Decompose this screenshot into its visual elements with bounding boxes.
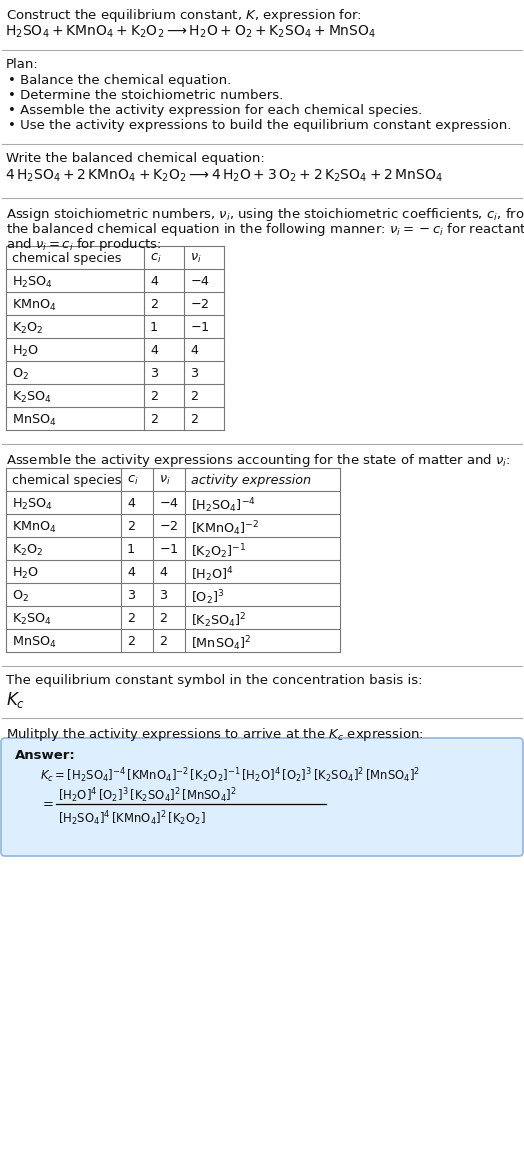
Text: 2: 2 — [190, 390, 198, 403]
Text: $-1$: $-1$ — [159, 543, 179, 555]
Text: 2: 2 — [150, 413, 158, 426]
Text: $\nu_i$: $\nu_i$ — [159, 474, 171, 487]
Text: $\mathrm{KMnO_4}$: $\mathrm{KMnO_4}$ — [12, 298, 57, 313]
Text: Answer:: Answer: — [15, 749, 76, 762]
Text: 4: 4 — [190, 344, 198, 357]
Text: $[\mathrm{O_2}]^{3}$: $[\mathrm{O_2}]^{3}$ — [191, 588, 224, 608]
Text: 2: 2 — [127, 635, 135, 648]
Text: $\mathrm{K_2O_2}$: $\mathrm{K_2O_2}$ — [12, 321, 43, 336]
Text: 4: 4 — [150, 274, 158, 288]
Text: 3: 3 — [159, 588, 167, 602]
Text: The equilibrium constant symbol in the concentration basis is:: The equilibrium constant symbol in the c… — [6, 675, 422, 687]
Text: $\nu_i$: $\nu_i$ — [190, 252, 202, 265]
Text: $[\mathrm{H_2O}]^{4}$: $[\mathrm{H_2O}]^{4}$ — [191, 566, 234, 585]
Text: 4: 4 — [127, 566, 135, 579]
Text: $\mathrm{MnSO_4}$: $\mathrm{MnSO_4}$ — [12, 635, 57, 650]
Text: • Determine the stoichiometric numbers.: • Determine the stoichiometric numbers. — [8, 89, 283, 102]
Text: • Use the activity expressions to build the equilibrium constant expression.: • Use the activity expressions to build … — [8, 119, 511, 132]
Text: $\mathrm{H_2SO_4}$: $\mathrm{H_2SO_4}$ — [12, 274, 53, 289]
Text: $4\,\mathrm{H_2SO_4} + 2\,\mathrm{KMnO_4} + \mathrm{K_2O_2} \longrightarrow 4\,\: $4\,\mathrm{H_2SO_4} + 2\,\mathrm{KMnO_4… — [5, 168, 443, 184]
Text: 2: 2 — [150, 390, 158, 403]
Text: the balanced chemical equation in the following manner: $\nu_i = -c_i$ for react: the balanced chemical equation in the fo… — [6, 221, 524, 238]
Text: $-4$: $-4$ — [159, 497, 179, 510]
Text: $\mathrm{MnSO_4}$: $\mathrm{MnSO_4}$ — [12, 413, 57, 428]
FancyBboxPatch shape — [1, 738, 523, 857]
Text: 2: 2 — [159, 612, 167, 624]
Text: 2: 2 — [127, 612, 135, 624]
Text: Assign stoichiometric numbers, $\nu_i$, using the stoichiometric coefficients, $: Assign stoichiometric numbers, $\nu_i$, … — [6, 207, 524, 223]
Text: $-1$: $-1$ — [190, 321, 210, 334]
Text: $\mathrm{H_2SO_4 + KMnO_4 + K_2O_2 \longrightarrow H_2O + O_2 + K_2SO_4 + MnSO_4: $\mathrm{H_2SO_4 + KMnO_4 + K_2O_2 \long… — [5, 25, 376, 41]
Text: $\mathrm{O_2}$: $\mathrm{O_2}$ — [12, 366, 29, 382]
Text: 3: 3 — [150, 366, 158, 379]
Text: Plan:: Plan: — [6, 58, 39, 71]
Text: chemical species: chemical species — [12, 252, 122, 265]
Text: activity expression: activity expression — [191, 474, 311, 487]
Text: $\mathrm{H_2O}$: $\mathrm{H_2O}$ — [12, 566, 39, 581]
Text: chemical species: chemical species — [12, 474, 122, 487]
Text: $=$: $=$ — [40, 796, 54, 809]
Text: $K_c$: $K_c$ — [6, 690, 25, 710]
Text: Construct the equilibrium constant, $K$, expression for:: Construct the equilibrium constant, $K$,… — [6, 7, 362, 25]
Text: $[\mathrm{H_2O}]^{4}\,[\mathrm{O_2}]^{3}\,[\mathrm{K_2SO_4}]^{2}\,[\mathrm{MnSO_: $[\mathrm{H_2O}]^{4}\,[\mathrm{O_2}]^{3}… — [58, 787, 237, 805]
Text: $-2$: $-2$ — [190, 298, 210, 310]
Text: $-4$: $-4$ — [190, 274, 210, 288]
Text: Write the balanced chemical equation:: Write the balanced chemical equation: — [6, 152, 265, 165]
Text: $\mathrm{H_2O}$: $\mathrm{H_2O}$ — [12, 344, 39, 358]
Text: 2: 2 — [190, 413, 198, 426]
Text: 4: 4 — [150, 344, 158, 357]
Text: • Balance the chemical equation.: • Balance the chemical equation. — [8, 74, 231, 88]
Text: • Assemble the activity expression for each chemical species.: • Assemble the activity expression for e… — [8, 104, 422, 117]
Text: Assemble the activity expressions accounting for the state of matter and $\nu_i$: Assemble the activity expressions accoun… — [6, 452, 511, 469]
Text: Mulitply the activity expressions to arrive at the $K_c$ expression:: Mulitply the activity expressions to arr… — [6, 726, 424, 743]
Text: $[\mathrm{H_2SO_4}]^{4}\,[\mathrm{KMnO_4}]^{2}\,[\mathrm{K_2O_2}]$: $[\mathrm{H_2SO_4}]^{4}\,[\mathrm{KMnO_4… — [58, 809, 206, 827]
Text: 3: 3 — [127, 588, 135, 602]
Text: $[\mathrm{K_2SO_4}]^{2}$: $[\mathrm{K_2SO_4}]^{2}$ — [191, 612, 247, 630]
Text: 2: 2 — [127, 519, 135, 533]
Text: and $\nu_i = c_i$ for products:: and $\nu_i = c_i$ for products: — [6, 236, 161, 253]
Text: $[\mathrm{K_2O_2}]^{-1}$: $[\mathrm{K_2O_2}]^{-1}$ — [191, 543, 246, 561]
Text: $c_i$: $c_i$ — [150, 252, 161, 265]
Text: $K_c = [\mathrm{H_2SO_4}]^{-4}\,[\mathrm{KMnO_4}]^{-2}\,[\mathrm{K_2O_2}]^{-1}\,: $K_c = [\mathrm{H_2SO_4}]^{-4}\,[\mathrm… — [40, 766, 420, 784]
Text: $[\mathrm{KMnO_4}]^{-2}$: $[\mathrm{KMnO_4}]^{-2}$ — [191, 519, 259, 538]
Text: $\mathrm{O_2}$: $\mathrm{O_2}$ — [12, 588, 29, 603]
Text: $\mathrm{H_2SO_4}$: $\mathrm{H_2SO_4}$ — [12, 497, 53, 512]
Text: 1: 1 — [127, 543, 135, 555]
Text: 4: 4 — [127, 497, 135, 510]
Text: 3: 3 — [190, 366, 198, 379]
Text: $[\mathrm{H_2SO_4}]^{-4}$: $[\mathrm{H_2SO_4}]^{-4}$ — [191, 497, 256, 516]
Text: 4: 4 — [159, 566, 167, 579]
Text: 1: 1 — [150, 321, 158, 334]
Text: $-2$: $-2$ — [159, 519, 179, 533]
Text: 2: 2 — [159, 635, 167, 648]
Text: $\mathrm{KMnO_4}$: $\mathrm{KMnO_4}$ — [12, 519, 57, 534]
Text: $c_i$: $c_i$ — [127, 474, 138, 487]
Text: $\mathrm{K_2SO_4}$: $\mathrm{K_2SO_4}$ — [12, 390, 52, 405]
Text: $[\mathrm{MnSO_4}]^{2}$: $[\mathrm{MnSO_4}]^{2}$ — [191, 635, 251, 654]
Text: $\mathrm{K_2O_2}$: $\mathrm{K_2O_2}$ — [12, 543, 43, 558]
Text: 2: 2 — [150, 298, 158, 310]
Text: $\mathrm{K_2SO_4}$: $\mathrm{K_2SO_4}$ — [12, 612, 52, 627]
